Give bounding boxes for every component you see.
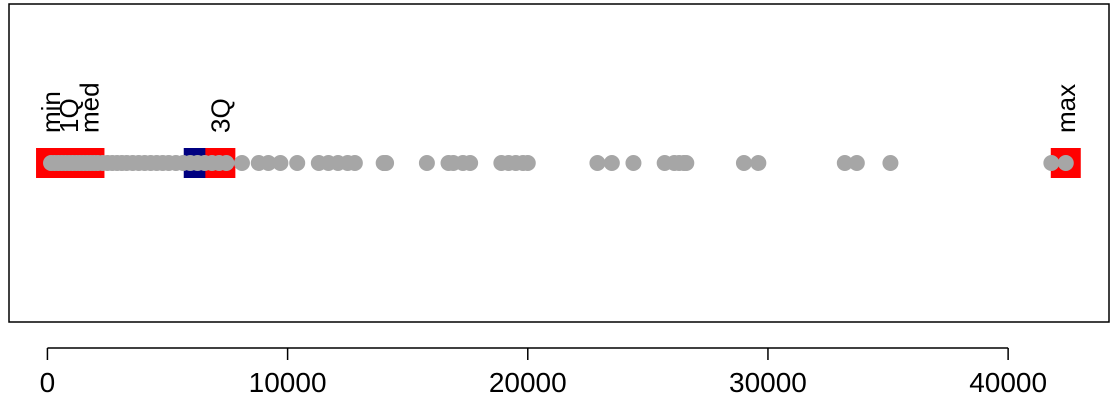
data-point bbox=[260, 155, 277, 171]
data-point bbox=[589, 155, 606, 171]
data-point bbox=[625, 155, 642, 171]
data-point bbox=[218, 155, 235, 171]
summary-label: min bbox=[36, 91, 66, 133]
data-point bbox=[882, 155, 899, 171]
summary-label: med bbox=[74, 82, 104, 133]
summary-label: max bbox=[1051, 84, 1081, 133]
x-tick-label: 0 bbox=[40, 367, 56, 398]
data-point bbox=[346, 155, 363, 171]
data-point bbox=[603, 155, 620, 171]
data-point bbox=[233, 155, 250, 171]
x-tick-label: 20000 bbox=[489, 367, 567, 398]
x-tick-label: 40000 bbox=[969, 367, 1047, 398]
data-point bbox=[418, 155, 435, 171]
data-point bbox=[289, 155, 306, 171]
data-point bbox=[836, 155, 853, 171]
plot-frame bbox=[8, 3, 1110, 323]
data-point bbox=[735, 155, 752, 171]
x-tick-label: 30000 bbox=[729, 367, 807, 398]
data-point bbox=[1043, 155, 1060, 171]
x-axis: 0 10000 20000 30000 40000 bbox=[40, 347, 1047, 398]
data-point bbox=[272, 155, 289, 171]
data-point bbox=[462, 155, 479, 171]
data-point bbox=[848, 155, 865, 171]
data-point bbox=[750, 155, 767, 171]
data-point bbox=[678, 155, 695, 171]
summary-label: 1Q bbox=[54, 98, 84, 133]
summary-label: 3Q bbox=[205, 98, 235, 133]
data-points bbox=[43, 155, 1074, 171]
data-point bbox=[519, 155, 536, 171]
data-point bbox=[378, 155, 395, 171]
x-tick-label: 10000 bbox=[249, 367, 327, 398]
data-point bbox=[1057, 155, 1074, 171]
